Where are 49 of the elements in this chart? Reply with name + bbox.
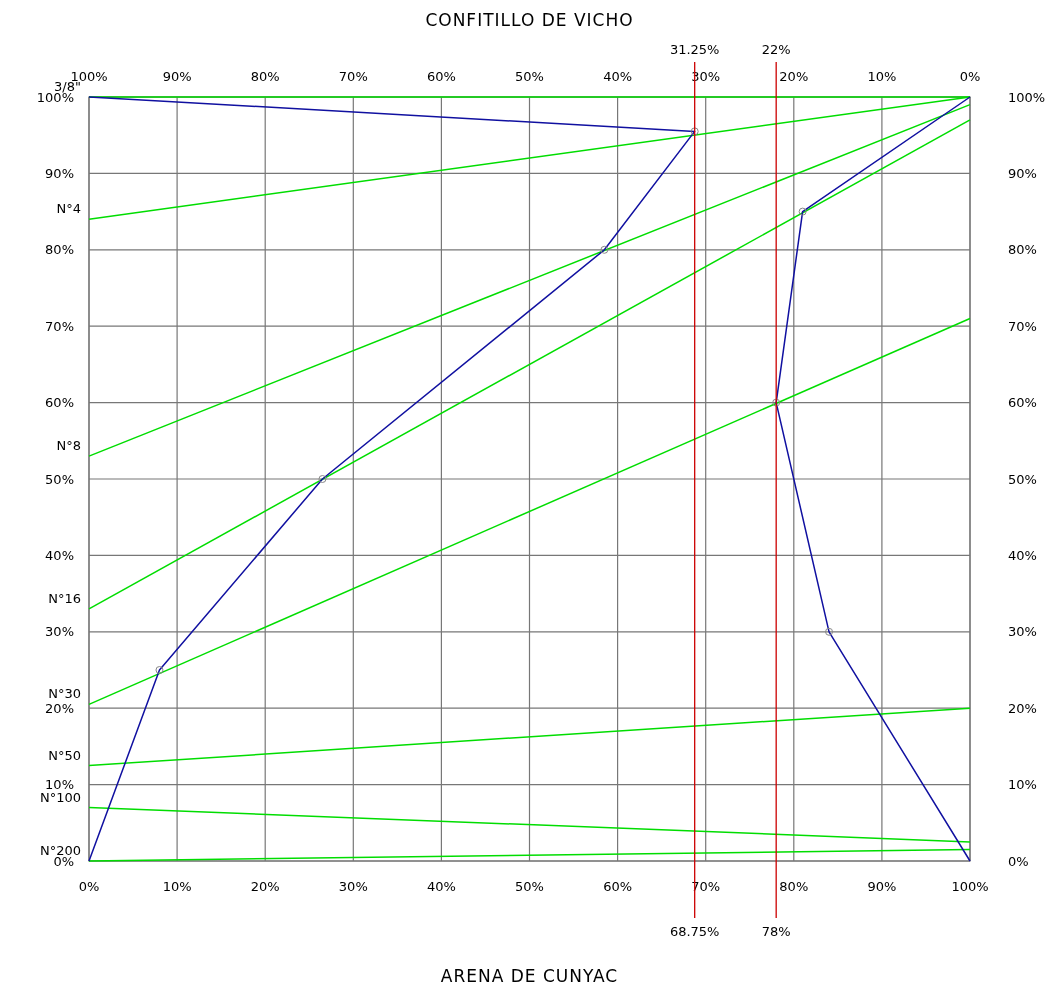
series-label: N°30 [48,686,81,702]
y2-tick-label: 40% [1008,547,1037,563]
series-label: N°50 [48,747,81,763]
series-label: N°16 [48,590,81,606]
x2-tick-label: 40% [603,69,633,84]
ref-line-label: 78% [761,924,791,939]
x-tick-label: 80% [779,879,809,894]
x2-tick-label: 70% [338,69,368,84]
x2-tick-label: 20% [779,69,809,84]
x-tick-label: 50% [515,879,544,894]
y2-tick-label: 70% [1008,318,1037,334]
y-tick-label: 50% [45,471,74,487]
y-tick-label: 30% [45,624,74,640]
series-label: N°8 [56,438,81,454]
y2-tick-label: 50% [1008,471,1037,487]
y-tick-label: 20% [45,700,74,716]
y-tick-label: 90% [45,165,74,181]
series-label: N°4 [56,201,81,217]
x2-tick-label: 80% [250,69,280,84]
y2-tick-label: 10% [1008,777,1037,793]
x-axis-title: ARENA DE CUNYAC [440,966,619,986]
x-tick-label: 0% [78,879,100,894]
y2-tick-label: 90% [1008,165,1037,181]
y-tick-label: 70% [45,318,74,334]
y-tick-label: 40% [45,547,74,563]
y2-tick-label: 20% [1008,700,1037,716]
ref-line-label: 68.75% [669,924,720,939]
y2-tick-label: 100% [1008,89,1046,105]
x-tick-label: 40% [426,879,456,894]
x2-tick-label: 10% [867,69,897,84]
x2-tick-label: 60% [426,69,456,84]
text: 22% [761,42,791,57]
y2-tick-label: 60% [1008,395,1037,411]
x-tick-label: 10% [162,879,192,894]
y2-tick-label: 80% [1008,242,1037,258]
x2-tick-label: 50% [515,69,544,84]
x-tick-label: 100% [951,879,989,894]
y2-tick-label: 30% [1008,624,1037,640]
x-tick-label: 60% [603,879,633,894]
y2-tick-label: 0% [1008,853,1029,869]
y-tick-label: 60% [45,395,74,411]
text: 31.25% [669,42,720,57]
x-tick-label: 30% [338,879,368,894]
x-tick-label: 90% [867,879,897,894]
x2-tick-label: 0% [959,69,981,84]
x2-tick-label: 90% [162,69,192,84]
y-tick-label: 80% [45,242,74,258]
chart-title: CONFITILLO DE VICHO [425,10,634,30]
x-tick-label: 20% [250,879,280,894]
